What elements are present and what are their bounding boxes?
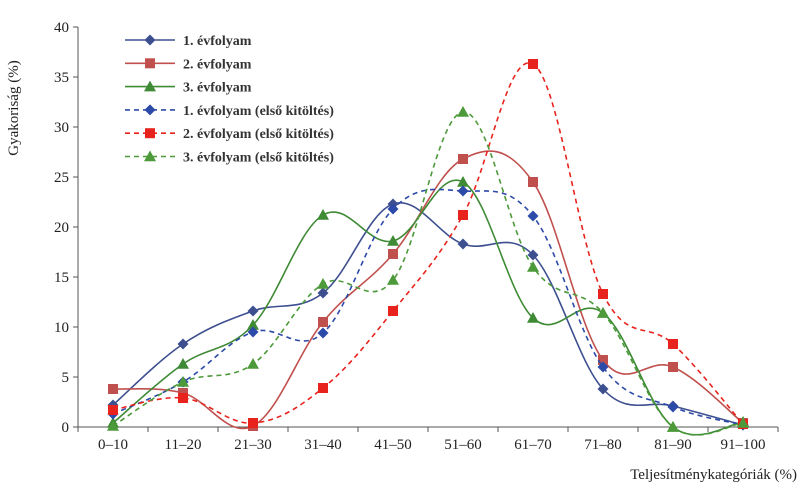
- legend-marker: [145, 128, 155, 138]
- legend-entry: 3. évfolyam: [125, 81, 252, 96]
- data-point-diamond: [318, 328, 329, 339]
- series-3: [107, 176, 749, 435]
- legend-marker: [145, 35, 156, 46]
- series-4: [108, 186, 749, 431]
- data-point-square: [598, 289, 608, 299]
- y-tick-label: 25: [54, 170, 69, 186]
- data-point-triangle: [317, 278, 329, 289]
- y-axis-ticks: 0 5 10 15 20 25 30 35 40: [54, 20, 78, 436]
- data-point-square: [458, 154, 468, 164]
- legend-marker: [145, 58, 155, 68]
- y-tick-label: 0: [62, 420, 70, 436]
- x-tick-label: 71–80: [584, 437, 622, 453]
- data-point-square: [318, 317, 328, 327]
- series-2: [108, 151, 748, 431]
- y-tick-label: 10: [54, 320, 69, 336]
- x-tick-label: 41–50: [374, 437, 412, 453]
- legend-entry: 3. évfolyam (első kitöltés): [125, 151, 334, 166]
- y-tick-label: 15: [54, 270, 69, 286]
- series-line: [113, 151, 743, 429]
- data-point-triangle: [177, 358, 189, 369]
- data-point-square: [668, 362, 678, 372]
- series-1: [108, 199, 749, 431]
- x-tick-label: 0–10: [98, 437, 128, 453]
- data-point-diamond: [458, 239, 469, 250]
- axes: 0 5 10 15 20 25 30 35 40 0–10 11–20 21–30 31–40 41–5…: [54, 20, 778, 453]
- data-point-diamond: [248, 306, 259, 317]
- y-tick-label: 5: [62, 370, 70, 386]
- data-point-triangle: [387, 274, 399, 285]
- y-axis-title: Gyakoriság (%): [6, 60, 22, 155]
- data-point-diamond: [668, 402, 679, 413]
- data-point-diamond: [178, 339, 189, 350]
- data-point-square: [388, 249, 398, 259]
- x-tick-label: 11–20: [165, 437, 202, 453]
- y-tick-label: 30: [54, 120, 69, 136]
- data-point-square: [388, 306, 398, 316]
- x-tick-label: 91–100: [721, 437, 766, 453]
- data-point-triangle: [457, 106, 469, 117]
- legend-label: 3. évfolyam (első kitöltés): [183, 151, 334, 166]
- legend-entry: 1. évfolyam: [125, 34, 252, 49]
- data-point-triangle: [387, 235, 399, 246]
- data-point-triangle: [527, 261, 539, 272]
- data-point-triangle: [457, 176, 469, 187]
- legend-marker: [145, 104, 156, 115]
- data-point-triangle: [247, 358, 259, 369]
- data-point-square: [108, 405, 118, 415]
- data-point-square: [178, 393, 188, 403]
- data-point-diamond: [528, 211, 539, 222]
- x-tick-label: 31–40: [304, 437, 342, 453]
- legend-entry: 2. évfolyam: [125, 57, 252, 72]
- legend-label: 3. évfolyam: [183, 81, 252, 96]
- legend-label: 2. évfolyam: [183, 57, 252, 72]
- data-point-square: [248, 418, 258, 428]
- data-point-square: [318, 383, 328, 393]
- y-tick-label: 20: [54, 220, 69, 236]
- series-line: [113, 189, 743, 425]
- legend-label: 1. évfolyam (első kitöltés): [183, 104, 334, 119]
- data-point-square: [668, 339, 678, 349]
- data-point-square: [458, 210, 468, 220]
- legend-label: 2. évfolyam (első kitöltés): [183, 127, 334, 142]
- data-point-triangle: [317, 209, 329, 220]
- x-axis-title: Teljesítménykategóriák (%): [630, 467, 797, 483]
- data-point-square: [528, 177, 538, 187]
- legend: 1. évfolyam 2. évfolyam 3. évfolyam 1. évfo…: [125, 34, 334, 166]
- legend-entry: 2. évfolyam (első kitöltés): [125, 127, 334, 142]
- y-tick-label: 35: [54, 70, 69, 86]
- legend-label: 1. évfolyam: [183, 34, 252, 49]
- data-point-square: [108, 384, 118, 394]
- legend-entry: 1. évfolyam (első kitöltés): [125, 104, 334, 119]
- data-point-diamond: [458, 186, 469, 197]
- y-tick-label: 40: [54, 20, 69, 36]
- x-tick-label: 61–70: [514, 437, 552, 453]
- x-tick-label: 51–60: [444, 437, 482, 453]
- x-tick-label: 81–90: [654, 437, 692, 453]
- data-point-square: [528, 59, 538, 69]
- x-tick-label: 21–30: [234, 437, 272, 453]
